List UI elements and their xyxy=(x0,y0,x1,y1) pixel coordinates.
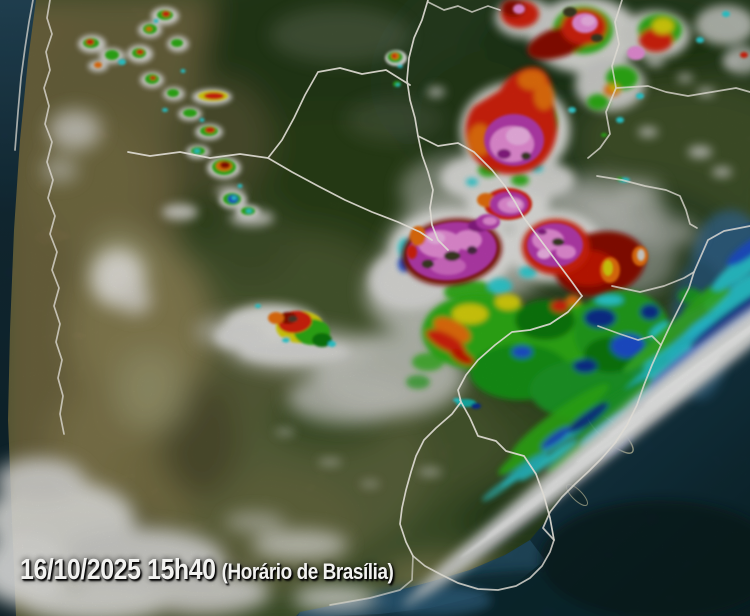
timestamp: 16/10/2025 15h40 (Horário de Brasília) xyxy=(20,554,394,587)
timestamp-timezone: (Horário de Brasília) xyxy=(221,559,394,584)
timestamp-date-time: 16/10/2025 15h40 xyxy=(20,554,216,586)
